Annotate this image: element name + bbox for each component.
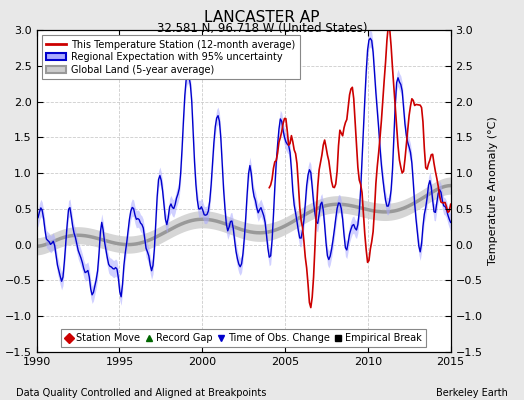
Legend: Station Move, Record Gap, Time of Obs. Change, Empirical Break: Station Move, Record Gap, Time of Obs. C… [61,329,426,347]
Text: LANCASTER AP: LANCASTER AP [204,10,320,25]
Y-axis label: Temperature Anomaly (°C): Temperature Anomaly (°C) [488,117,498,265]
Text: Berkeley Earth: Berkeley Earth [436,388,508,398]
Text: Data Quality Controlled and Aligned at Breakpoints: Data Quality Controlled and Aligned at B… [16,388,266,398]
Text: 32.581 N, 96.718 W (United States): 32.581 N, 96.718 W (United States) [157,22,367,35]
